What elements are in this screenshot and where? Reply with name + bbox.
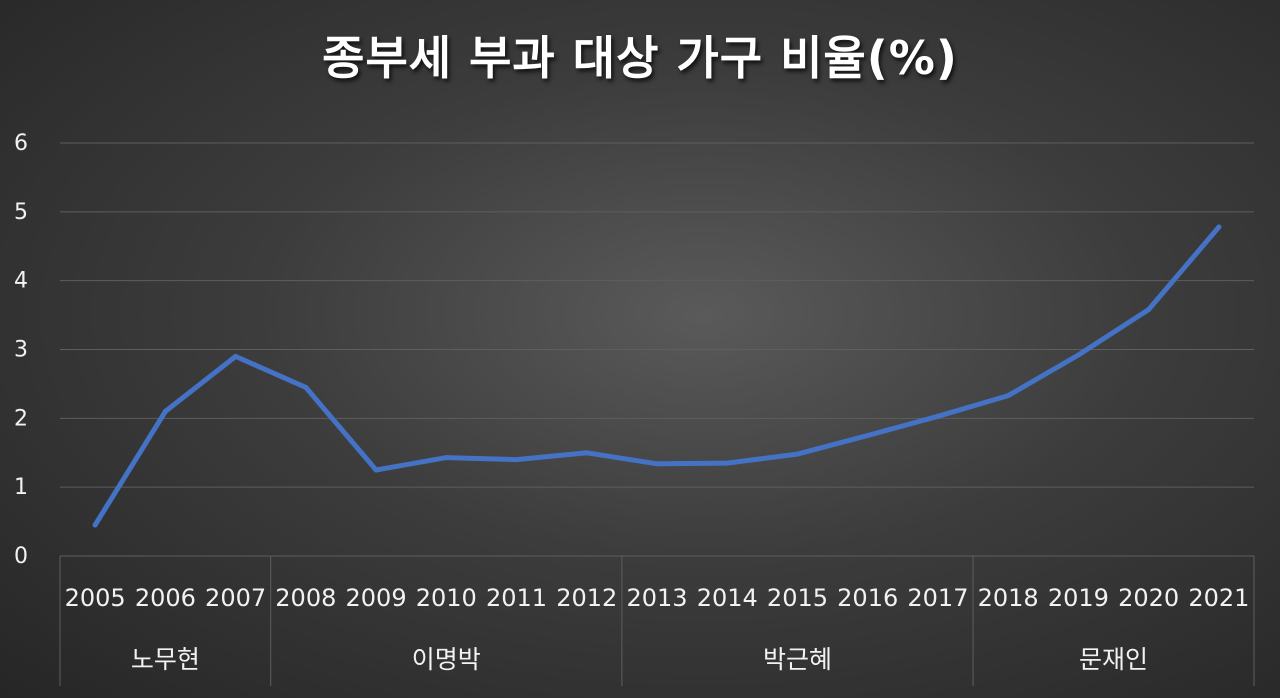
x-tick-label: 2005 xyxy=(65,584,126,612)
data-point xyxy=(724,460,730,466)
data-point xyxy=(1075,352,1081,358)
data-point xyxy=(1146,307,1152,313)
data-point xyxy=(373,467,379,473)
data-point xyxy=(794,451,800,457)
x-tick-label: 2014 xyxy=(697,584,758,612)
data-point xyxy=(233,353,239,359)
y-tick-label: 1 xyxy=(14,475,28,500)
x-tick-label: 2008 xyxy=(275,584,336,612)
data-point xyxy=(935,413,941,419)
y-tick-label: 2 xyxy=(14,406,28,431)
x-tick-label: 2007 xyxy=(205,584,266,612)
x-tick-label: 2011 xyxy=(486,584,547,612)
y-tick-label: 4 xyxy=(14,269,28,294)
data-point xyxy=(1216,224,1222,230)
group-label: 박근혜 xyxy=(763,645,832,674)
data-point xyxy=(92,522,98,528)
x-tick-label: 2017 xyxy=(907,584,968,612)
x-tick-label: 2021 xyxy=(1188,584,1249,612)
x-tick-label: 2009 xyxy=(346,584,407,612)
y-tick-label: 5 xyxy=(14,200,28,225)
y-tick-label: 0 xyxy=(14,544,28,569)
y-tick-label: 6 xyxy=(14,131,28,156)
data-point xyxy=(654,461,660,467)
y-tick-label: 3 xyxy=(14,338,28,363)
x-tick-label: 2006 xyxy=(135,584,196,612)
group-label: 이명박 xyxy=(412,645,481,674)
chart-title: 종부세 부과 대상 가구 비율(%) xyxy=(322,31,958,85)
x-tick-label: 2016 xyxy=(837,584,898,612)
x-tick-label: 2020 xyxy=(1118,584,1179,612)
data-point xyxy=(303,384,309,390)
data-point xyxy=(443,455,449,461)
x-tick-label: 2015 xyxy=(767,584,828,612)
data-point xyxy=(865,433,871,439)
x-tick-label: 2018 xyxy=(978,584,1039,612)
group-label: 문재인 xyxy=(1079,645,1148,674)
x-tick-label: 2013 xyxy=(626,584,687,612)
x-tick-label: 2012 xyxy=(556,584,617,612)
group-label: 노무현 xyxy=(131,645,200,674)
data-point xyxy=(514,457,520,463)
data-point xyxy=(584,450,590,456)
x-tick-label: 2010 xyxy=(416,584,477,612)
x-tick-label: 2019 xyxy=(1048,584,1109,612)
data-point xyxy=(1005,393,1011,399)
series-line xyxy=(92,224,1222,528)
data-point xyxy=(162,408,168,414)
